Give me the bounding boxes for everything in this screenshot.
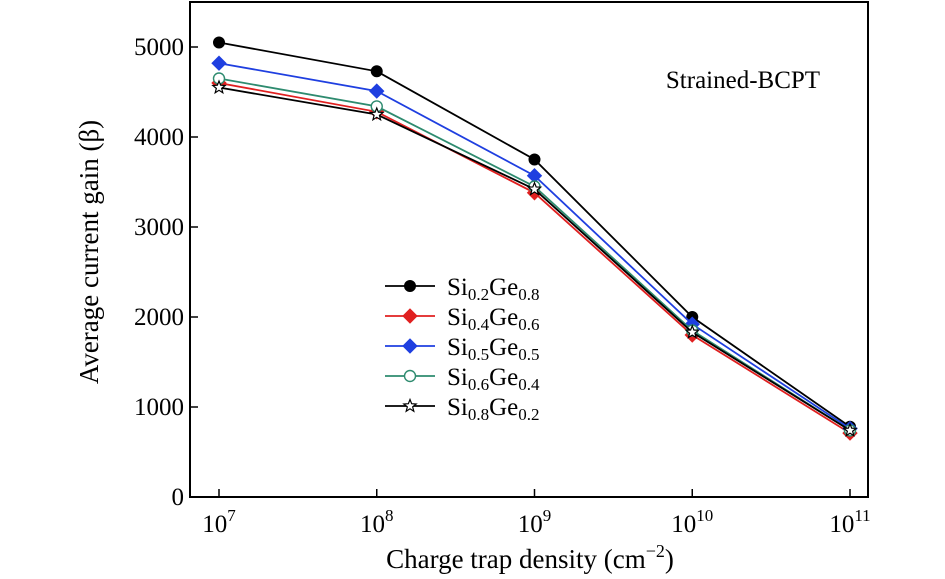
data-point <box>213 36 225 49</box>
x-axis-title: Charge trap density (cm−2) <box>386 541 674 574</box>
legend-label: Si0.6Ge0.4 <box>447 364 540 394</box>
x-tick-label: 1011 <box>829 506 870 538</box>
data-point <box>370 65 383 78</box>
data-point <box>368 106 385 122</box>
legend-item: Si0.5Ge0.5 <box>385 334 540 364</box>
x-axis-ticks: 107 108 109 1010 1011 <box>202 489 871 538</box>
data-point <box>211 79 227 95</box>
legend-marker <box>403 369 417 383</box>
legend-marker <box>402 397 418 413</box>
legend-label: Si0.4Ge0.6 <box>447 304 540 334</box>
legend-marker <box>404 280 416 292</box>
y-tick-label: 4000 <box>134 124 184 151</box>
x-tick-label: 108 <box>360 506 394 538</box>
legend-label: Si0.8Ge0.2 <box>447 394 540 424</box>
data-point <box>842 422 858 438</box>
legend-label: Si0.2Ge0.8 <box>447 274 540 304</box>
data-point <box>528 153 541 166</box>
plot-frame <box>189 1 869 498</box>
legend: Si0.2Ge0.8Si0.4Ge0.6Si0.5Ge0.5Si0.6Ge0.4… <box>385 274 540 424</box>
y-tick-label: 3000 <box>134 214 184 241</box>
legend-item: Si0.4Ge0.6 <box>385 304 540 334</box>
legend-item: Si0.2Ge0.8 <box>385 274 540 304</box>
y-axis-ticks: 0 1000 2000 3000 4000 5000 <box>134 34 198 511</box>
annotation-label: Strained-BCPT <box>666 67 820 94</box>
x-tick-label: 109 <box>518 506 552 538</box>
legend-label: Si0.5Ge0.5 <box>447 334 540 364</box>
data-point <box>211 55 227 71</box>
x-axis-title-superscript: −2 <box>646 541 665 561</box>
series-4 <box>211 79 858 438</box>
legend-marker <box>402 308 418 324</box>
data-point <box>684 324 701 339</box>
x-tick-label: 1010 <box>671 506 713 538</box>
y-tick-label: 0 <box>172 484 185 511</box>
legend-marker <box>402 338 418 354</box>
y-tick-label: 1000 <box>134 394 184 421</box>
series-layer <box>211 36 858 441</box>
legend-item: Si0.8Ge0.2 <box>385 394 540 424</box>
data-point <box>526 181 543 196</box>
y-axis-title: Average current gain (β) <box>74 120 104 384</box>
y-tick-label: 5000 <box>134 34 184 61</box>
y-tick-label: 2000 <box>134 304 184 331</box>
x-tick-label: 107 <box>202 506 236 538</box>
legend-item: Si0.6Ge0.4 <box>385 364 540 394</box>
data-point <box>369 83 385 99</box>
